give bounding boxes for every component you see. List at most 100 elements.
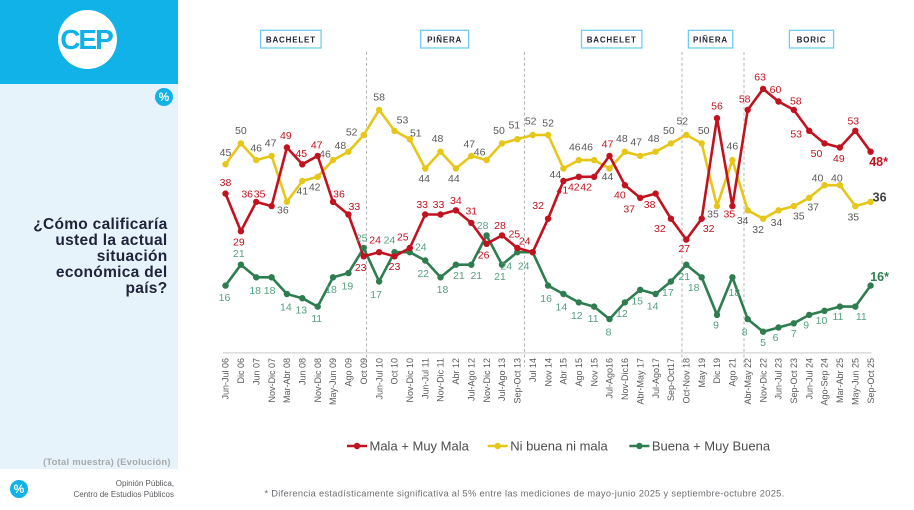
svg-text:27: 27 bbox=[678, 243, 690, 255]
svg-text:35: 35 bbox=[724, 209, 736, 221]
svg-text:31: 31 bbox=[465, 205, 477, 217]
svg-text:60: 60 bbox=[770, 84, 782, 96]
svg-text:18: 18 bbox=[729, 287, 741, 299]
svg-text:Nov 14: Nov 14 bbox=[543, 358, 553, 387]
svg-text:40: 40 bbox=[831, 173, 843, 185]
svg-text:50: 50 bbox=[698, 125, 710, 137]
svg-text:16*: 16* bbox=[870, 270, 889, 284]
svg-text:51: 51 bbox=[410, 128, 422, 140]
svg-text:42: 42 bbox=[309, 181, 321, 193]
svg-text:38: 38 bbox=[644, 199, 656, 211]
svg-text:53: 53 bbox=[790, 128, 802, 140]
svg-text:42: 42 bbox=[568, 181, 580, 193]
svg-text:21: 21 bbox=[494, 271, 506, 283]
svg-text:Nov-Dic 22: Nov-Dic 22 bbox=[758, 358, 768, 403]
svg-text:BORIC: BORIC bbox=[797, 36, 827, 45]
svg-text:Dic 06: Dic 06 bbox=[236, 358, 246, 384]
svg-text:Abr-May 22: Abr-May 22 bbox=[743, 358, 753, 405]
svg-text:46: 46 bbox=[250, 143, 262, 155]
svg-text:48: 48 bbox=[432, 133, 444, 145]
svg-text:5: 5 bbox=[760, 337, 766, 349]
svg-text:Dic 19: Dic 19 bbox=[712, 358, 722, 384]
svg-text:15: 15 bbox=[631, 295, 643, 307]
svg-text:44: 44 bbox=[550, 169, 562, 181]
svg-text:Ni buena ni mala: Ni buena ni mala bbox=[510, 438, 608, 453]
svg-text:Abr 12: Abr 12 bbox=[451, 358, 461, 385]
svg-text:34: 34 bbox=[450, 195, 462, 207]
svg-text:14: 14 bbox=[280, 302, 292, 314]
svg-text:38: 38 bbox=[220, 177, 232, 189]
svg-text:46: 46 bbox=[727, 141, 739, 153]
svg-text:Sep-Oct17: Sep-Oct17 bbox=[666, 358, 676, 401]
svg-text:46: 46 bbox=[319, 149, 331, 161]
svg-text:23: 23 bbox=[355, 262, 367, 274]
svg-text:Mar-Abr 25: Mar-Abr 25 bbox=[835, 358, 845, 403]
svg-text:36: 36 bbox=[241, 188, 253, 200]
svg-text:36: 36 bbox=[873, 190, 887, 204]
svg-text:18: 18 bbox=[264, 285, 276, 297]
svg-text:47: 47 bbox=[630, 136, 642, 148]
svg-text:12: 12 bbox=[616, 308, 628, 320]
svg-text:Jun-Jul 06: Jun-Jul 06 bbox=[221, 358, 231, 400]
svg-text:42: 42 bbox=[580, 181, 592, 193]
svg-text:47: 47 bbox=[311, 139, 323, 151]
svg-text:48: 48 bbox=[616, 133, 628, 145]
svg-text:53: 53 bbox=[847, 115, 859, 127]
svg-text:18: 18 bbox=[688, 282, 700, 294]
svg-text:Ago 15: Ago 15 bbox=[574, 358, 584, 387]
svg-text:48: 48 bbox=[648, 133, 660, 145]
svg-text:17: 17 bbox=[662, 287, 674, 299]
svg-text:52: 52 bbox=[525, 116, 537, 128]
svg-text:58: 58 bbox=[790, 95, 802, 107]
svg-text:48*: 48* bbox=[869, 155, 888, 169]
svg-text:49: 49 bbox=[280, 130, 292, 142]
svg-text:32: 32 bbox=[752, 224, 764, 236]
svg-text:BACHELET: BACHELET bbox=[587, 36, 637, 45]
svg-text:24: 24 bbox=[384, 235, 396, 247]
svg-text:Buena + Muy Buena: Buena + Muy Buena bbox=[652, 438, 771, 453]
svg-text:24: 24 bbox=[519, 236, 531, 248]
svg-text:12: 12 bbox=[571, 310, 583, 322]
svg-text:44: 44 bbox=[418, 173, 430, 185]
svg-text:9: 9 bbox=[713, 319, 719, 331]
svg-text:Nov-Dic 11: Nov-Dic 11 bbox=[436, 358, 446, 402]
svg-text:18: 18 bbox=[249, 285, 261, 297]
svg-text:May-Jun 09: May-Jun 09 bbox=[328, 358, 338, 405]
svg-text:11: 11 bbox=[588, 313, 599, 325]
svg-text:50: 50 bbox=[235, 125, 247, 137]
svg-text:Abr-May 17: Abr-May 17 bbox=[635, 358, 645, 405]
svg-text:16: 16 bbox=[219, 292, 231, 304]
svg-text:Jul-Ago 12: Jul-Ago 12 bbox=[467, 358, 477, 401]
svg-text:11: 11 bbox=[832, 311, 843, 323]
svg-text:33: 33 bbox=[433, 199, 445, 211]
svg-text:46: 46 bbox=[581, 142, 593, 154]
svg-text:16: 16 bbox=[540, 293, 552, 305]
svg-text:Sep-Oct 25: Sep-Oct 25 bbox=[866, 358, 876, 404]
svg-text:47: 47 bbox=[463, 138, 475, 150]
svg-text:BACHELET: BACHELET bbox=[266, 36, 316, 45]
svg-text:46: 46 bbox=[569, 142, 581, 154]
svg-text:18: 18 bbox=[437, 284, 449, 296]
svg-text:21: 21 bbox=[233, 248, 245, 260]
svg-text:Jul-Ago 13: Jul-Ago 13 bbox=[497, 358, 507, 401]
svg-text:50: 50 bbox=[663, 125, 675, 137]
svg-text:50: 50 bbox=[493, 125, 505, 137]
svg-text:25: 25 bbox=[356, 233, 368, 245]
svg-text:10: 10 bbox=[816, 315, 828, 327]
svg-text:35: 35 bbox=[793, 211, 805, 223]
svg-text:53: 53 bbox=[397, 114, 409, 126]
svg-text:21: 21 bbox=[453, 270, 465, 282]
svg-text:Jun 07: Jun 07 bbox=[251, 358, 261, 385]
svg-text:Nov 15: Nov 15 bbox=[589, 358, 599, 387]
svg-text:Sep-Oct 23: Sep-Oct 23 bbox=[789, 358, 799, 404]
svg-text:45: 45 bbox=[220, 147, 232, 159]
svg-text:52: 52 bbox=[542, 118, 554, 130]
svg-text:48: 48 bbox=[335, 140, 347, 152]
svg-text:36: 36 bbox=[333, 188, 345, 200]
svg-text:Mar-Abr 08: Mar-Abr 08 bbox=[282, 358, 292, 403]
svg-text:Jun-Jul 10: Jun-Jul 10 bbox=[374, 358, 384, 400]
svg-text:19: 19 bbox=[342, 281, 354, 293]
svg-text:Mala + Muy Mala: Mala + Muy Mala bbox=[370, 438, 470, 453]
svg-text:52: 52 bbox=[676, 116, 688, 128]
svg-text:45: 45 bbox=[295, 148, 307, 160]
